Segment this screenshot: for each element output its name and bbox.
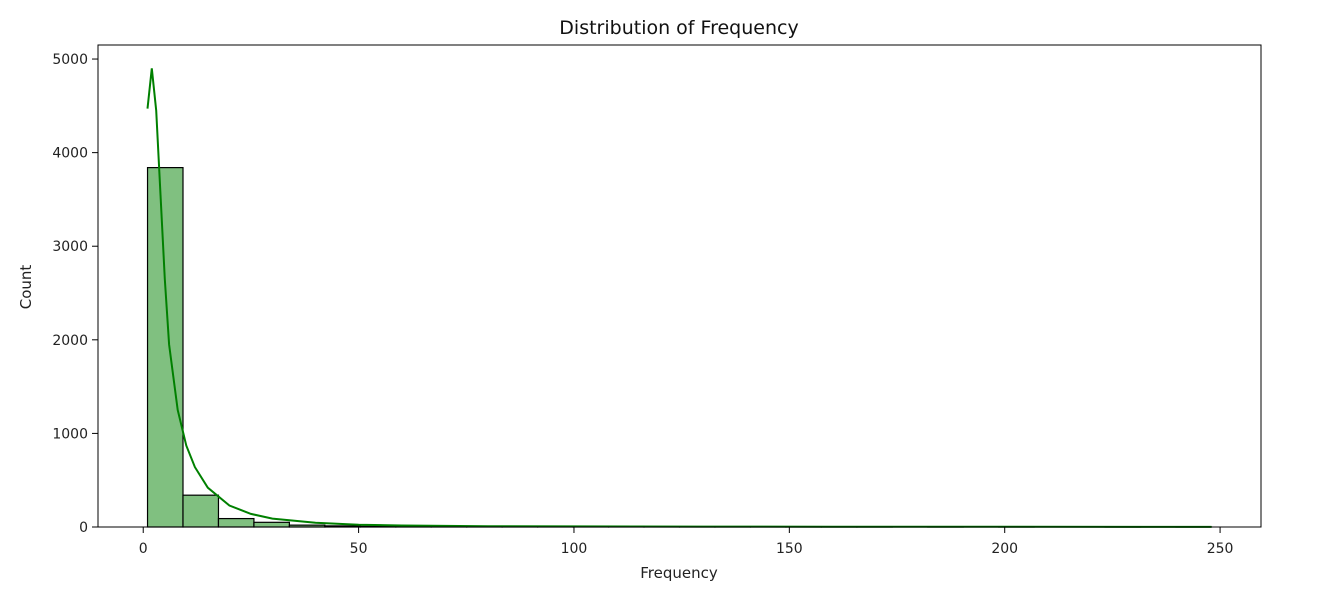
x-tick-label: 200: [991, 541, 1018, 557]
kde-curve: [146, 68, 1212, 528]
chart-title: Distribution of Frequency: [559, 17, 798, 39]
x-tick-label: 0: [139, 541, 148, 557]
x-tick-label: 50: [350, 541, 368, 557]
y-tick-label: 5000: [52, 52, 88, 68]
x-axis-ticks: 0 50 100 150 200 250: [139, 527, 1234, 557]
y-tick-label: 1000: [52, 426, 88, 442]
x-tick-label: 250: [1207, 541, 1234, 557]
histogram-bar: [146, 167, 184, 528]
y-tick-label: 0: [79, 520, 88, 536]
plot-frame: [97, 44, 1262, 528]
x-tick-label: 150: [776, 541, 803, 557]
y-axis-label: Count: [17, 265, 35, 310]
histogram-bar: [217, 517, 255, 528]
y-axis-ticks: 0 1000 2000 3000 4000 5000: [52, 52, 98, 536]
x-axis-label: Frequency: [640, 564, 718, 582]
histogram-bar: [253, 521, 290, 528]
y-tick-label: 2000: [52, 333, 88, 349]
x-tick-label: 100: [561, 541, 588, 557]
y-tick-label: 4000: [52, 146, 88, 162]
y-tick-label: 3000: [52, 239, 88, 255]
histogram-bar: [182, 494, 220, 528]
histogram-bars: [146, 167, 1213, 528]
